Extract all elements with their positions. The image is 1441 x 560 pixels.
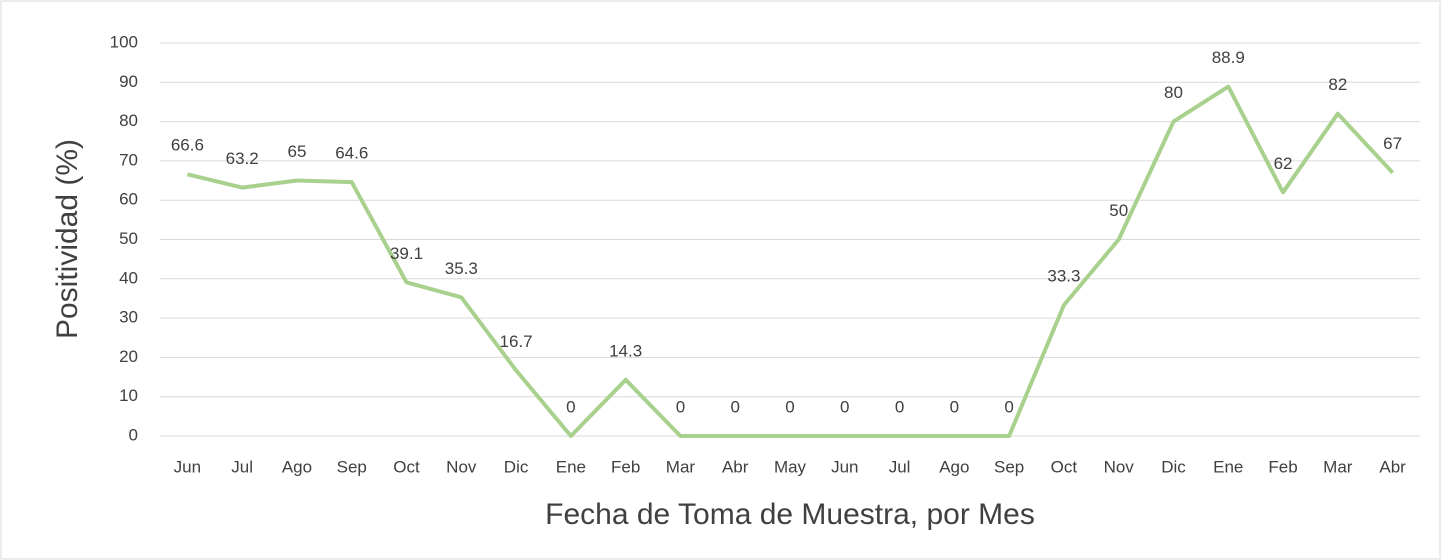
x-tick-label: Abr <box>722 457 749 476</box>
data-label: 88.9 <box>1212 48 1245 67</box>
y-tick-label: 0 <box>129 425 138 444</box>
x-tick-label: Jun <box>831 457 858 476</box>
x-axis-title: Fecha de Toma de Muestra, por Mes <box>545 498 1035 531</box>
x-tick-label: Jul <box>889 457 911 476</box>
data-label: 0 <box>566 397 575 416</box>
data-label: 16.7 <box>500 332 533 351</box>
y-tick-label: 100 <box>110 32 138 51</box>
x-tick-label: Dic <box>1161 457 1186 476</box>
data-line <box>186 84 1395 438</box>
data-label: 64.6 <box>335 144 368 163</box>
x-tick-label: Oct <box>393 457 420 476</box>
x-tick-label: Sep <box>337 457 367 476</box>
y-tick-label: 30 <box>119 308 138 327</box>
y-tick-label: 90 <box>119 72 138 91</box>
x-tick-label: Mar <box>1323 457 1353 476</box>
x-tick-label: Jun <box>174 457 201 476</box>
y-tick-label: 50 <box>119 229 138 248</box>
y-axis-title: Positividad (%) <box>51 139 84 339</box>
x-tick-label: Feb <box>611 457 640 476</box>
x-tick-label: Abr <box>1379 457 1406 476</box>
data-label: 33.3 <box>1047 267 1080 286</box>
x-tick-label: Ago <box>282 457 312 476</box>
x-tick-label: Mar <box>666 457 696 476</box>
x-tick-label: Nov <box>1104 457 1135 476</box>
y-tick-label: 10 <box>119 386 138 405</box>
data-label: 39.1 <box>390 244 423 263</box>
x-tick-label: Jul <box>231 457 253 476</box>
data-label: 0 <box>840 397 849 416</box>
x-tick-label: Ene <box>1213 457 1243 476</box>
x-tick-label: Feb <box>1268 457 1297 476</box>
x-tick-label: Ene <box>556 457 586 476</box>
data-label: 14.3 <box>609 341 642 360</box>
y-tick-label: 70 <box>119 150 138 169</box>
data-label: 62 <box>1274 154 1293 173</box>
x-tick-label: May <box>774 457 807 476</box>
data-label: 35.3 <box>445 259 478 278</box>
x-tick-label: Dic <box>504 457 529 476</box>
data-label: 0 <box>950 397 959 416</box>
data-label: 63.2 <box>226 149 259 168</box>
data-label: 82 <box>1328 75 1347 94</box>
y-tick-label: 40 <box>119 268 138 287</box>
data-label: 0 <box>676 397 685 416</box>
data-label: 67 <box>1383 134 1402 153</box>
data-label: 80 <box>1164 83 1183 102</box>
y-tick-label: 60 <box>119 190 138 209</box>
y-tick-label: 20 <box>119 347 138 366</box>
x-tick-label: Oct <box>1051 457 1078 476</box>
data-label: 0 <box>785 397 794 416</box>
x-tick-label: Sep <box>994 457 1024 476</box>
data-label: 50 <box>1109 201 1128 220</box>
data-label: 0 <box>895 397 904 416</box>
data-label: 0 <box>730 397 739 416</box>
data-label: 65 <box>287 142 306 161</box>
x-tick-label: Nov <box>446 457 477 476</box>
data-label: 0 <box>1004 397 1013 416</box>
data-label: 66.6 <box>171 136 204 155</box>
y-tick-label: 80 <box>119 111 138 130</box>
x-tick-label: Ago <box>939 457 969 476</box>
